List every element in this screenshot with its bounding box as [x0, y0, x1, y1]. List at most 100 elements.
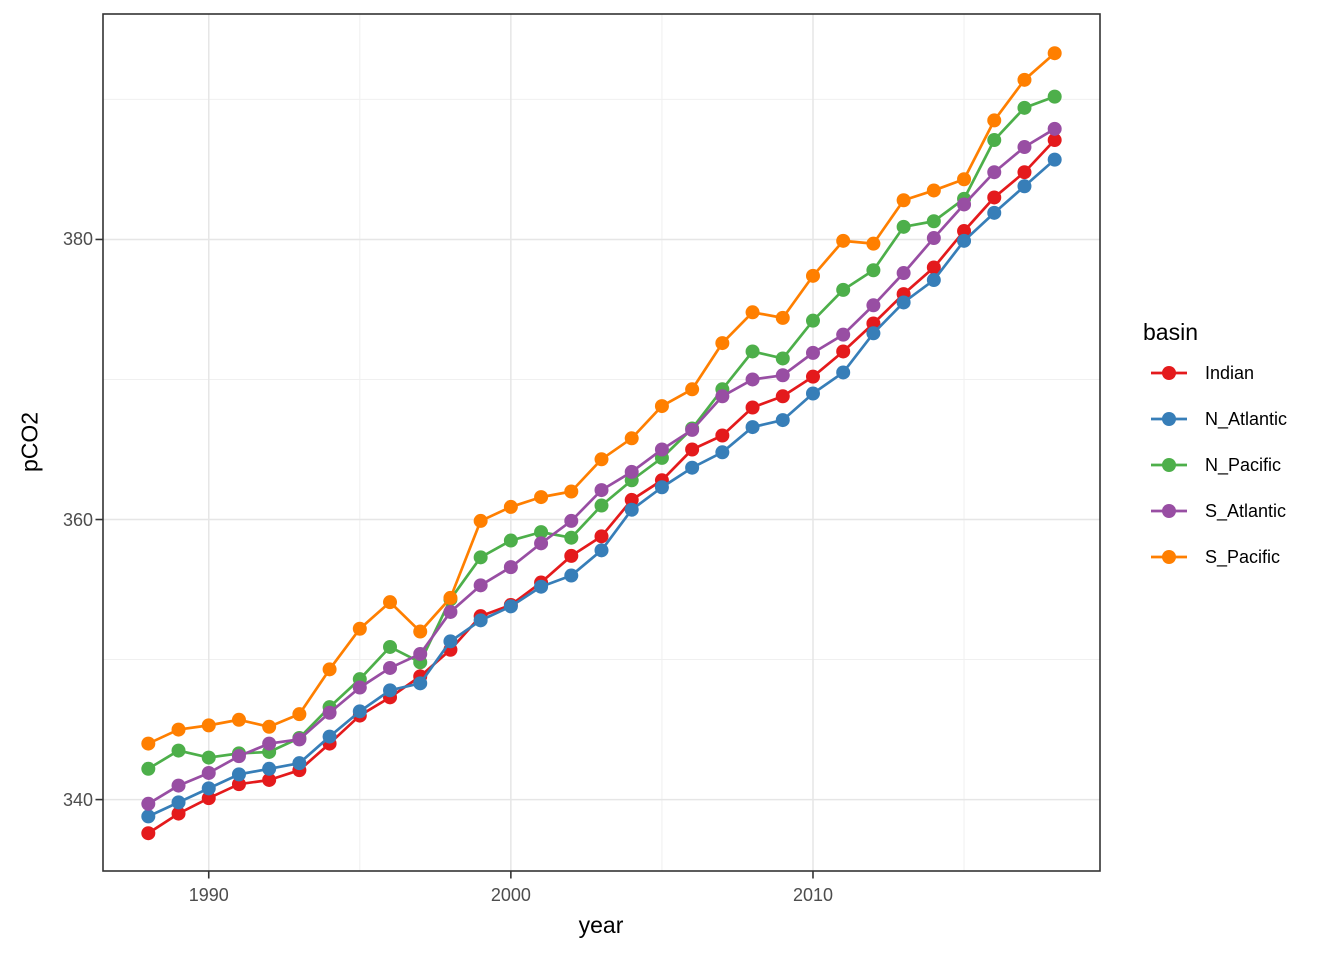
data-point-S_Atlantic-2016 [987, 165, 1002, 180]
data-point-S_Pacific-2018 [1047, 46, 1062, 61]
y-tick-label-380: 380 [62, 229, 93, 250]
data-point-S_Pacific-2007 [715, 336, 730, 351]
data-point-S_Pacific-2013 [896, 193, 911, 208]
data-point-N_Atlantic-2013 [896, 295, 911, 310]
data-point-N_Atlantic-1996 [383, 683, 398, 698]
series-line-S_Pacific [147, 52, 1056, 745]
data-point-N_Pacific-2010 [805, 313, 820, 328]
data-point-N_Pacific-1989 [171, 743, 186, 758]
legend-key-line-dot-icon [1151, 412, 1187, 426]
data-point-S_Atlantic-2014 [926, 231, 941, 246]
data-point-S_Pacific-1997 [413, 624, 428, 639]
data-point-S_Pacific-1989 [171, 722, 186, 737]
data-point-S_Atlantic-2015 [957, 197, 972, 212]
x-axis-title: year [578, 912, 624, 938]
data-point-S_Atlantic-2007 [715, 389, 730, 404]
data-point-S_Pacific-2017 [1017, 72, 1032, 87]
data-point-N_Atlantic-2002 [564, 568, 579, 583]
data-point-N_Atlantic-2015 [957, 233, 972, 248]
data-point-S_Atlantic-1998 [443, 604, 458, 619]
data-point-S_Pacific-1996 [383, 595, 398, 610]
data-point-Indian-1992 [262, 772, 277, 787]
data-point-S_Atlantic-2003 [594, 483, 609, 498]
data-point-Indian-1988 [141, 826, 156, 841]
data-point-Indian-2012 [866, 316, 881, 331]
data-point-Indian-2017 [1017, 165, 1032, 180]
data-point-S_Atlantic-2005 [654, 442, 669, 457]
legend-key-line-dot-icon [1151, 504, 1187, 518]
data-point-N_Atlantic-2010 [805, 386, 820, 401]
data-point-S_Pacific-2014 [926, 183, 941, 198]
legend-title: basin [1143, 319, 1198, 345]
data-point-N_Atlantic-2005 [654, 480, 669, 495]
data-point-Indian-2008 [745, 400, 760, 415]
data-point-Indian-1990 [201, 791, 216, 806]
x-tick-label-2010: 2010 [792, 885, 834, 905]
data-point-Indian-2018 [1047, 133, 1062, 148]
data-point-N_Pacific-2012 [866, 263, 881, 278]
data-point-N_Atlantic-2003 [594, 543, 609, 558]
legend: basin Indian N_Atlantic N_Pacific [1143, 318, 1287, 592]
data-point-N_Pacific-2017 [1017, 100, 1032, 115]
legend-label: N_Pacific [1205, 454, 1282, 475]
legend-item-s-pacific: S_Pacific [1143, 546, 1287, 568]
data-point-S_Pacific-2001 [534, 490, 549, 505]
data-point-N_Pacific-2002 [564, 530, 579, 545]
data-point-S_Atlantic-2004 [624, 464, 639, 479]
legend-key-line-dot-icon [1151, 458, 1187, 472]
data-point-S_Pacific-2015 [957, 172, 972, 187]
data-point-S_Atlantic-2018 [1047, 121, 1062, 136]
data-point-S_Atlantic-2010 [805, 345, 820, 360]
data-point-N_Pacific-1988 [141, 761, 156, 776]
data-point-S_Atlantic-2013 [896, 266, 911, 281]
panel-border [102, 13, 1101, 872]
data-point-S_Atlantic-2006 [685, 422, 700, 437]
data-point-S_Pacific-2008 [745, 305, 760, 320]
data-point-N_Atlantic-1988 [141, 809, 156, 824]
data-point-N_Atlantic-1999 [473, 613, 488, 628]
data-point-S_Pacific-2004 [624, 431, 639, 446]
data-point-Indian-2003 [594, 529, 609, 544]
data-point-S_Pacific-2011 [836, 233, 851, 248]
data-point-S_Pacific-2006 [685, 382, 700, 397]
data-point-S_Atlantic-2001 [534, 536, 549, 551]
data-point-Indian-2016 [987, 190, 1002, 205]
data-point-N_Atlantic-2016 [987, 205, 1002, 220]
data-point-S_Atlantic-2017 [1017, 140, 1032, 155]
data-point-S_Atlantic-1995 [352, 680, 367, 695]
data-point-N_Pacific-2014 [926, 214, 941, 229]
legend-key-line-dot-icon [1151, 366, 1187, 380]
data-point-S_Atlantic-2011 [836, 327, 851, 342]
data-point-Indian-1991 [231, 777, 246, 792]
data-point-S_Pacific-1991 [231, 712, 246, 727]
legend-label: N_Atlantic [1205, 408, 1288, 429]
data-point-Indian-2015 [957, 224, 972, 239]
data-point-N_Pacific-2000 [503, 533, 518, 548]
data-point-N_Atlantic-2006 [685, 460, 700, 475]
data-point-N_Atlantic-2008 [745, 420, 760, 435]
data-point-S_Pacific-1995 [352, 621, 367, 636]
data-point-S_Pacific-1992 [262, 719, 277, 734]
data-point-N_Atlantic-2009 [775, 413, 790, 428]
data-point-N_Atlantic-1989 [171, 795, 186, 810]
y-tick-label-360: 360 [62, 509, 93, 530]
data-point-S_Pacific-1998 [443, 590, 458, 605]
data-point-S_Pacific-2016 [987, 113, 1002, 128]
data-point-S_Atlantic-2000 [503, 560, 518, 575]
data-point-S_Pacific-2000 [503, 499, 518, 514]
y-axis-title: pCO2 [16, 411, 43, 473]
data-point-N_Atlantic-2011 [836, 365, 851, 380]
data-point-S_Atlantic-1991 [231, 749, 246, 764]
data-point-S_Atlantic-1990 [201, 765, 216, 780]
data-point-N_Atlantic-1992 [262, 761, 277, 776]
data-point-Indian-1989 [171, 806, 186, 821]
data-point-N_Pacific-2018 [1047, 89, 1062, 104]
data-point-S_Pacific-2005 [654, 399, 669, 414]
data-point-N_Pacific-2016 [987, 133, 1002, 148]
data-point-N_Atlantic-2007 [715, 445, 730, 460]
data-point-N_Atlantic-1997 [413, 676, 428, 691]
data-point-N_Atlantic-2001 [534, 579, 549, 594]
data-point-S_Pacific-2009 [775, 310, 790, 325]
data-point-S_Atlantic-2008 [745, 372, 760, 387]
series-line-N_Pacific [147, 95, 1056, 770]
